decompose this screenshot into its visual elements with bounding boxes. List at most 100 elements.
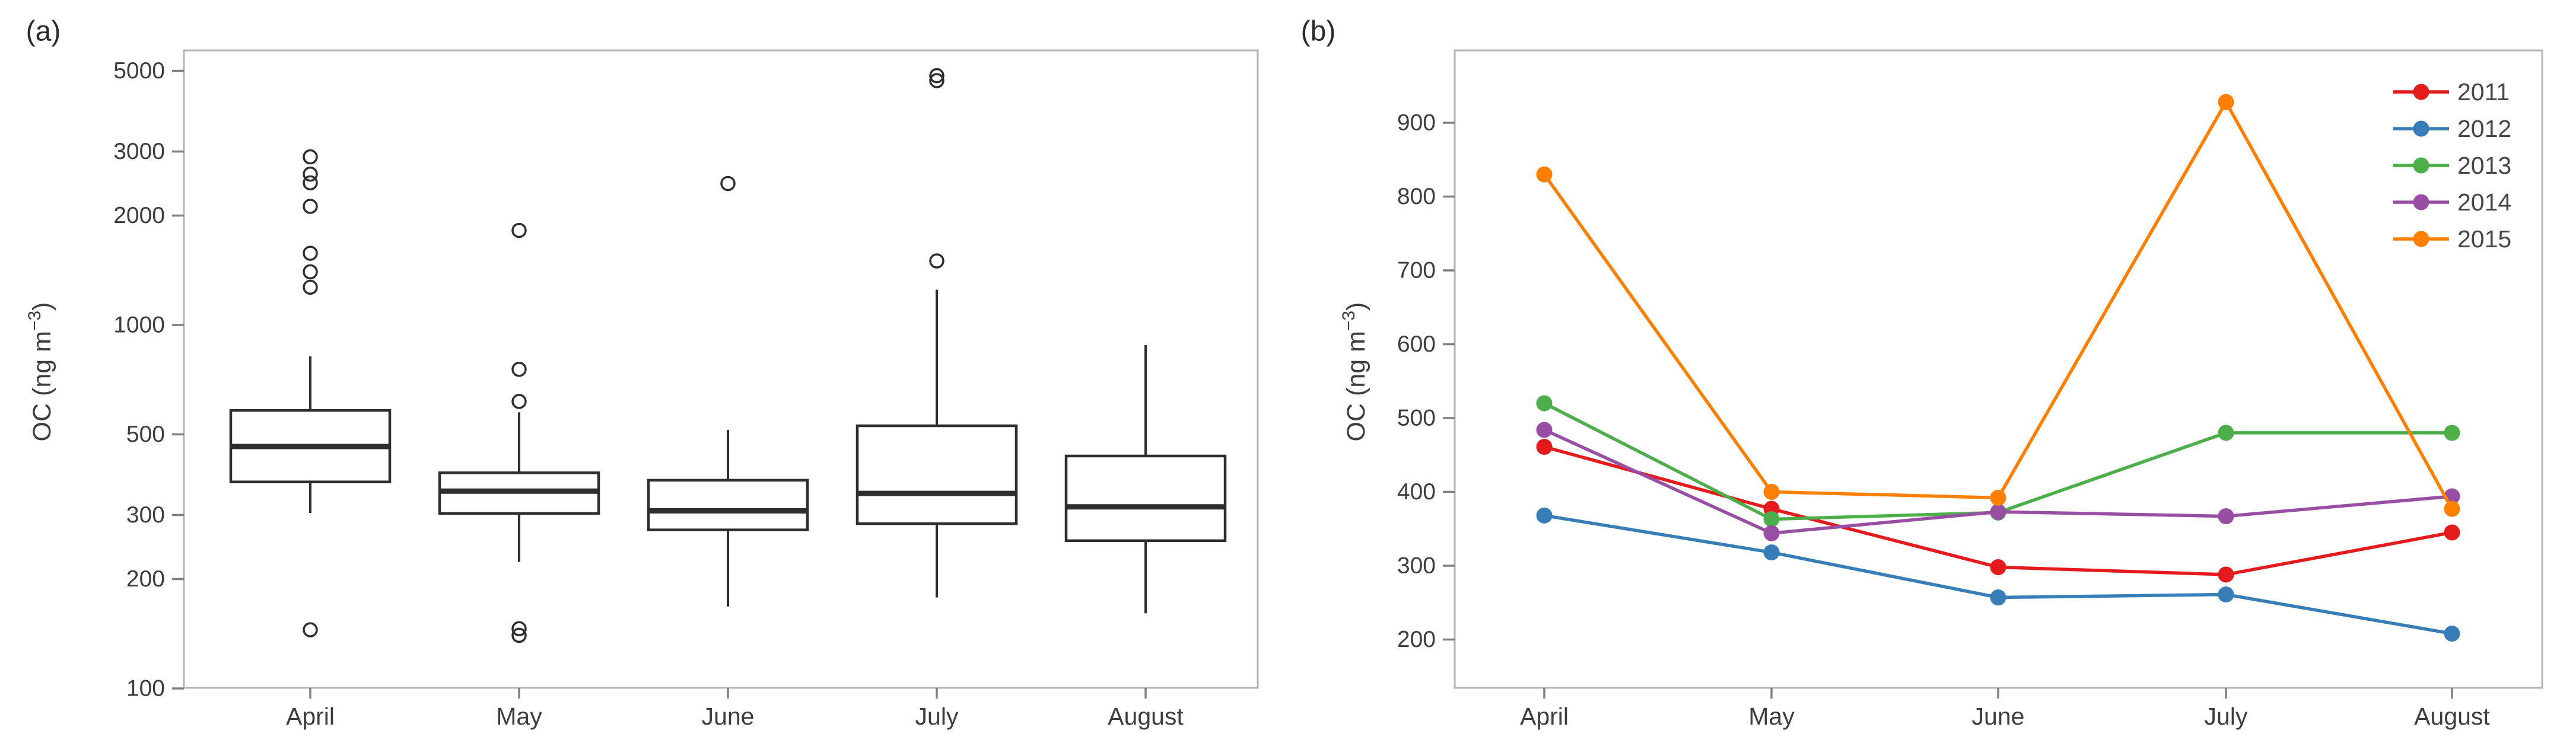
x-tick-label: April: [286, 703, 335, 730]
y-tick-label: 200: [126, 566, 165, 592]
legend-label: 2015: [2457, 225, 2511, 253]
data-point: [2444, 626, 2460, 642]
y-tick-label: 100: [126, 676, 165, 701]
x-tick-label: July: [2205, 703, 2248, 730]
y-tick-label: 800: [1397, 184, 1436, 209]
x-tick-label: August: [1108, 703, 1184, 730]
outlier-point: [303, 264, 318, 280]
y-tick-label: 300: [126, 502, 165, 528]
y-tick-label: 300: [1397, 553, 1436, 579]
series-line: [1543, 100, 2454, 510]
data-point: [1763, 544, 1780, 561]
outlier-point: [303, 166, 318, 182]
data-point: [1763, 511, 1780, 528]
legend-label: 2013: [2457, 152, 2511, 179]
legend-label: 2014: [2457, 189, 2511, 216]
outlier-point: [303, 199, 318, 214]
box-july: [856, 68, 1018, 598]
data-point: [2444, 524, 2460, 541]
outlier-point: [511, 222, 527, 238]
panel-a-boxplot: (a) OC (ng m−3) 5000 3000 2000 1000 500 300 20…: [25, 16, 1259, 730]
data-point: [2444, 500, 2460, 517]
panel-b-y-axis-title: OC (ng m−3): [1339, 302, 1370, 442]
data-point: [1990, 489, 2006, 506]
panel-b-linechart: (b) OC (ng m−3) 900 800 700 600 500 400 300 200…: [1301, 16, 2543, 730]
panel-b-series: [1536, 94, 2460, 642]
legend-marker: [2413, 120, 2429, 137]
legend-label: 2012: [2457, 115, 2511, 142]
data-point: [2444, 425, 2460, 441]
box-iqr: [1064, 454, 1227, 543]
panel-a-y-axis-title: OC (ng m−3): [25, 302, 56, 442]
panel-a-boxes: [229, 68, 1227, 643]
series-2014: [1536, 422, 2460, 541]
series-2015: [1536, 94, 2460, 517]
box-iqr: [647, 479, 809, 531]
outlier-point: [303, 175, 318, 191]
outlier-point: [929, 253, 944, 269]
x-tick-label: May: [496, 703, 542, 730]
box-june: [647, 176, 809, 607]
y-tick-label: 700: [1397, 258, 1436, 283]
box-april: [229, 149, 392, 637]
y-tick-label: 500: [1397, 406, 1436, 431]
series-2011: [1536, 439, 2460, 583]
legend-marker: [2413, 84, 2429, 100]
outlier-point: [720, 176, 736, 192]
legend-item-2013: 2013: [2393, 152, 2511, 179]
outlier-point: [303, 245, 318, 261]
y-tick-label: 400: [1397, 479, 1436, 505]
box-may: [438, 222, 600, 643]
data-point: [1536, 422, 1553, 438]
legend-marker: [2413, 157, 2429, 174]
outlier-point: [303, 149, 318, 165]
y-tick-label: 900: [1397, 110, 1436, 136]
data-point: [1536, 439, 1553, 455]
data-point: [2218, 586, 2234, 603]
legend: 2011 2012 2013 2014 2015: [2393, 78, 2511, 253]
panel-a-label: (a): [26, 16, 61, 47]
x-tick-label: May: [1748, 703, 1795, 730]
data-point: [1763, 525, 1780, 541]
panel-a-axes: 5000 3000 2000 1000 500 300 200 100 April May June…: [113, 49, 1259, 730]
legend-marker: [2413, 194, 2429, 211]
y-tick-label: 3000: [113, 139, 165, 164]
x-tick-label: July: [915, 703, 959, 730]
panel-b-axes: 900 800 700 600 500 400 300 200 April May June July…: [1397, 49, 2543, 730]
outlier-point: [511, 394, 527, 409]
x-tick-label: June: [1972, 703, 2025, 730]
data-point: [1536, 507, 1553, 524]
box-iqr: [856, 424, 1018, 525]
y-tick-label: 600: [1397, 331, 1436, 357]
outlier-point: [511, 621, 527, 637]
y-tick-label: 2000: [113, 203, 165, 228]
legend-item-2014: 2014: [2393, 189, 2511, 216]
data-point: [2218, 566, 2234, 583]
y-tick-label: 200: [1397, 627, 1436, 652]
legend-item-2015: 2015: [2393, 225, 2511, 253]
outlier-point: [303, 622, 318, 637]
series-2012: [1536, 507, 2460, 642]
y-tick-label: 500: [126, 422, 165, 447]
legend-item-2012: 2012: [2393, 115, 2511, 142]
box-august: [1064, 345, 1227, 614]
data-point: [1990, 589, 2006, 606]
data-point: [1990, 559, 2006, 575]
y-tick-label: 5000: [113, 58, 165, 84]
outlier-point: [511, 362, 527, 377]
data-point: [2218, 425, 2234, 441]
x-tick-label: August: [2414, 703, 2490, 730]
y-tick-label: 1000: [113, 312, 165, 338]
outlier-point: [929, 73, 944, 88]
x-tick-label: April: [1520, 703, 1569, 730]
data-point: [2218, 94, 2234, 110]
data-point: [1536, 166, 1553, 183]
data-point: [1763, 484, 1780, 500]
panel-b-label: (b): [1301, 16, 1336, 47]
plot-frame: [183, 49, 1259, 689]
legend-label: 2011: [2457, 78, 2510, 106]
legend-marker: [2413, 231, 2429, 247]
data-point: [2218, 508, 2234, 525]
outlier-point: [929, 68, 944, 84]
